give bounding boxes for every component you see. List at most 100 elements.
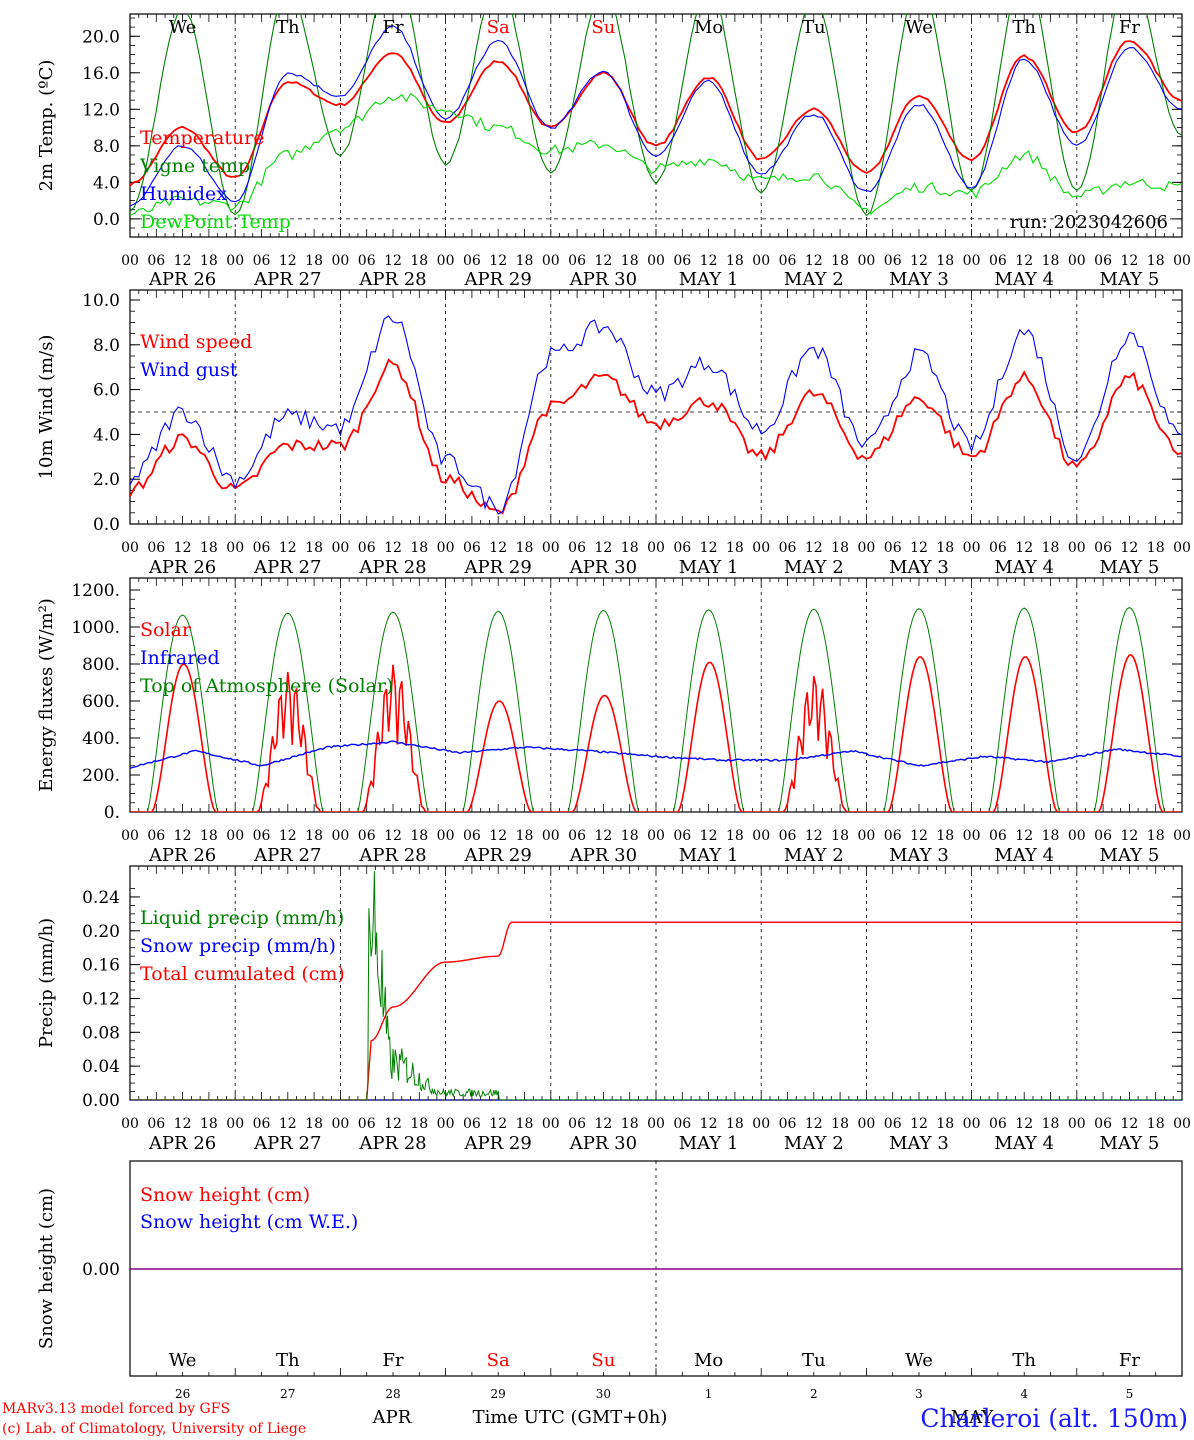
temp-series-dewpoint-temp xyxy=(130,93,1182,216)
legend-wind-speed: Wind speed xyxy=(140,331,252,353)
hour-tick-label: 06 xyxy=(673,1116,691,1132)
weekday-label: Th xyxy=(1012,17,1036,38)
y-axis-label: Precip (mm/h) xyxy=(36,918,57,1048)
hour-tick-label: 00 xyxy=(752,828,770,844)
hour-tick-label: 18 xyxy=(305,1116,323,1132)
hour-tick-label: 06 xyxy=(1094,1116,1112,1132)
hour-tick-label: 18 xyxy=(1042,828,1060,844)
hour-tick-label: 00 xyxy=(226,253,244,269)
energy-series-infrared xyxy=(130,740,1182,769)
hour-tick-label: 12 xyxy=(384,540,402,556)
hour-tick-label: 00 xyxy=(752,540,770,556)
hour-tick-label: 12 xyxy=(1015,1116,1033,1132)
legend-snow-height-cm-: Snow height (cm) xyxy=(140,1184,310,1206)
y-tick-label: 0.16 xyxy=(82,956,120,976)
y-tick-label: 0.0 xyxy=(93,210,120,230)
hour-tick-label: 12 xyxy=(174,828,192,844)
date-label: APR 29 xyxy=(464,269,532,290)
date-label: MAY 3 xyxy=(889,269,949,290)
hour-tick-label: 06 xyxy=(779,540,797,556)
date-label: APR 27 xyxy=(253,557,321,578)
y-axis-label: 10m Wind (m/s) xyxy=(36,335,57,480)
hour-tick-label: 18 xyxy=(1042,1116,1060,1132)
hour-tick-label: 18 xyxy=(1147,1116,1165,1132)
hour-tick-label: 18 xyxy=(831,540,849,556)
hour-tick-label: 06 xyxy=(779,253,797,269)
y-tick-label: 4.0 xyxy=(93,425,120,445)
hour-tick-label: 06 xyxy=(147,1116,165,1132)
hour-tick-label: 12 xyxy=(384,828,402,844)
hour-tick-label: 00 xyxy=(121,540,139,556)
hour-tick-label: 18 xyxy=(1042,253,1060,269)
hour-tick-label: 18 xyxy=(936,253,954,269)
y-tick-label: 16.0 xyxy=(82,64,120,84)
date-label: MAY 5 xyxy=(1100,269,1160,290)
hour-tick-label: 00 xyxy=(121,1116,139,1132)
date-label: APR 30 xyxy=(569,269,637,290)
hour-tick-label: 00 xyxy=(1173,253,1191,269)
hour-tick-label: 00 xyxy=(1173,1116,1191,1132)
hour-tick-label: 00 xyxy=(1068,828,1086,844)
energy-series-solar xyxy=(130,654,1182,812)
hour-tick-label: 06 xyxy=(568,828,586,844)
y-tick-label: 600. xyxy=(82,692,120,712)
weekday-label: We xyxy=(905,17,933,38)
date-label: MAY 4 xyxy=(994,845,1054,866)
hour-tick-label: 06 xyxy=(358,540,376,556)
y-tick-label: 0.12 xyxy=(82,989,120,1009)
legend-dewpoint-temp: DewPoint Temp xyxy=(140,211,291,233)
legend-top-of-atmosphere-solar-: Top of Atmosphere (Solar) xyxy=(140,675,393,697)
hour-tick-label: 18 xyxy=(200,1116,218,1132)
hour-tick-label: 00 xyxy=(437,540,455,556)
date-label: APR 28 xyxy=(358,1133,426,1154)
y-tick-label: 0.0 xyxy=(93,515,120,535)
hour-tick-label: 12 xyxy=(279,1116,297,1132)
hour-tick-label: 06 xyxy=(253,253,271,269)
y-tick-label: 2.0 xyxy=(93,470,120,490)
date-label: APR 28 xyxy=(358,269,426,290)
weekday-label: Fr xyxy=(1119,17,1140,38)
day-number-label: 3 xyxy=(915,1387,923,1401)
month-apr-label: APR xyxy=(372,1407,412,1428)
hour-tick-label: 00 xyxy=(437,1116,455,1132)
model-credit: MARv3.13 model forced by GFS xyxy=(2,1401,231,1417)
hour-tick-label: 18 xyxy=(621,828,639,844)
date-label: MAY 4 xyxy=(994,557,1054,578)
date-label: APR 26 xyxy=(148,845,216,866)
hour-tick-label: 06 xyxy=(568,1116,586,1132)
date-label: APR 27 xyxy=(253,845,321,866)
day-number-label: 2 xyxy=(810,1387,818,1401)
hour-tick-label: 12 xyxy=(805,540,823,556)
hour-tick-label: 00 xyxy=(963,253,981,269)
hour-tick-label: 12 xyxy=(700,1116,718,1132)
date-label: MAY 5 xyxy=(1100,557,1160,578)
hour-tick-label: 00 xyxy=(226,828,244,844)
hour-tick-label: 18 xyxy=(831,828,849,844)
hour-tick-label: 12 xyxy=(1120,828,1138,844)
hour-tick-label: 18 xyxy=(1042,540,1060,556)
hour-tick-label: 00 xyxy=(1068,1116,1086,1132)
hour-tick-label: 18 xyxy=(726,828,744,844)
hour-tick-label: 18 xyxy=(831,1116,849,1132)
date-label: MAY 2 xyxy=(784,557,844,578)
hour-tick-label: 06 xyxy=(358,1116,376,1132)
hour-tick-label: 12 xyxy=(1015,828,1033,844)
hour-tick-label: 12 xyxy=(700,253,718,269)
legend-total-cumulated-cm-: Total cumulated (cm) xyxy=(140,963,345,985)
hour-tick-label: 06 xyxy=(673,540,691,556)
hour-tick-label: 06 xyxy=(358,253,376,269)
hour-tick-label: 00 xyxy=(121,828,139,844)
wind-series-wind-gust xyxy=(130,315,1182,515)
hour-tick-label: 12 xyxy=(910,828,928,844)
hour-tick-label: 18 xyxy=(936,1116,954,1132)
hour-tick-label: 18 xyxy=(516,1116,534,1132)
hour-tick-label: 06 xyxy=(147,540,165,556)
hour-tick-label: 06 xyxy=(989,253,1007,269)
date-label: MAY 4 xyxy=(994,269,1054,290)
hour-tick-label: 18 xyxy=(410,828,428,844)
hour-tick-label: 06 xyxy=(147,828,165,844)
hour-tick-label: 18 xyxy=(410,253,428,269)
hour-tick-label: 00 xyxy=(437,253,455,269)
hour-tick-label: 06 xyxy=(989,828,1007,844)
hour-tick-label: 06 xyxy=(989,1116,1007,1132)
